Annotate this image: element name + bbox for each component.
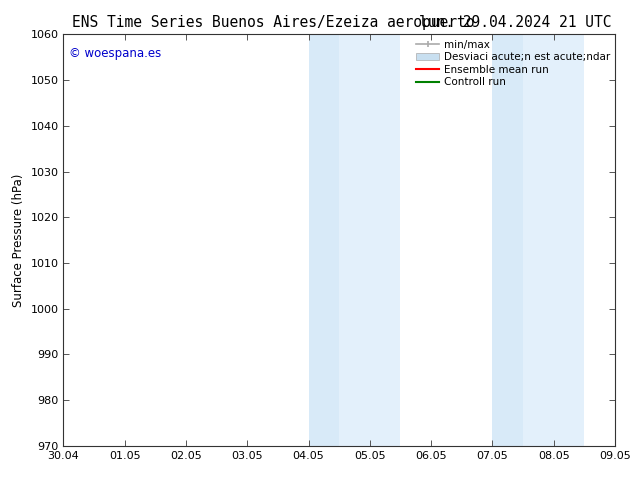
Bar (309, 34, 339, 446)
Text: ENS Time Series Buenos Aires/Ezeiza aeropuerto: ENS Time Series Buenos Aires/Ezeiza aero… (72, 15, 474, 30)
Text: lun. 29.04.2024 21 UTC: lun. 29.04.2024 21 UTC (420, 15, 612, 30)
Y-axis label: Surface Pressure (hPa): Surface Pressure (hPa) (12, 173, 25, 307)
Bar (493, 34, 523, 446)
Bar (523, 34, 585, 446)
Legend: min/max, Desviaci acute;n est acute;ndar, Ensemble mean run, Controll run: min/max, Desviaci acute;n est acute;ndar… (415, 37, 612, 89)
Bar (339, 34, 401, 446)
Text: © woespana.es: © woespana.es (69, 47, 161, 60)
